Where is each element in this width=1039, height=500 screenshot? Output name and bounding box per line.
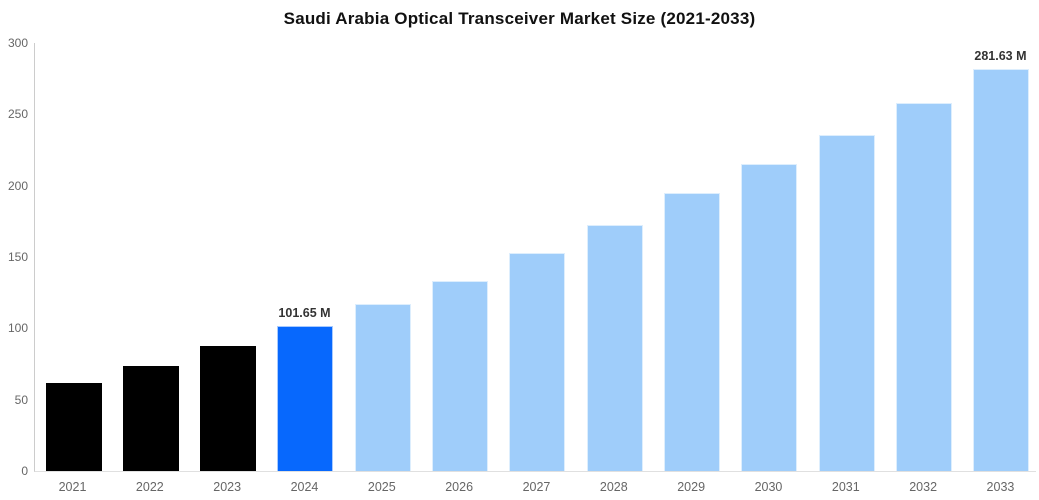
y-tick-label-0: 0 (21, 464, 28, 478)
y-tick-label-300: 300 (7, 36, 28, 50)
x-tick-label-2033: 2033 (986, 480, 1015, 494)
data-label-2033: 281.63 M (974, 49, 1027, 64)
bar-2024[interactable] (277, 325, 334, 471)
plot-area (34, 43, 1036, 472)
bar-2023[interactable] (200, 346, 257, 471)
x-tick-label-2028: 2028 (599, 480, 628, 494)
y-tick-label-250: 250 (7, 107, 28, 122)
bar-2030[interactable] (741, 164, 798, 471)
x-tick-label-2032: 2032 (909, 480, 938, 494)
bar-2026[interactable] (432, 280, 489, 471)
bar-2028[interactable] (586, 224, 643, 471)
chart-title: Saudi Arabia Optical Transceiver Market … (283, 9, 756, 28)
bar-2027[interactable] (509, 253, 566, 471)
x-tick-label-2023: 2023 (213, 480, 242, 494)
y-tick-label-100: 100 (7, 321, 28, 336)
x-tick-label-2024: 2024 (290, 480, 319, 494)
x-tick-label-2022: 2022 (135, 480, 164, 494)
x-tick-label-2031: 2031 (831, 480, 860, 494)
y-tick-label-200: 200 (7, 178, 28, 193)
x-tick-label-2027: 2027 (522, 480, 551, 494)
bar-2021[interactable] (45, 383, 102, 471)
bar-2031[interactable] (818, 135, 875, 471)
x-tick-label-2026: 2026 (445, 480, 474, 494)
x-tick-label-2025: 2025 (367, 480, 396, 494)
y-tick-label-150: 150 (7, 250, 28, 264)
bar-2032[interactable] (896, 102, 953, 471)
bar-2022[interactable] (122, 366, 179, 471)
x-tick-label-2030: 2030 (754, 480, 783, 494)
y-tick-label-50: 50 (14, 392, 28, 407)
data-label-2024: 101.65 M (278, 305, 331, 320)
bar-2029[interactable] (664, 192, 721, 471)
x-tick-label-2029: 2029 (677, 480, 706, 494)
x-tick-label-2021: 2021 (58, 480, 87, 494)
bar-2025[interactable] (354, 304, 411, 471)
bar-2033[interactable] (973, 69, 1030, 471)
